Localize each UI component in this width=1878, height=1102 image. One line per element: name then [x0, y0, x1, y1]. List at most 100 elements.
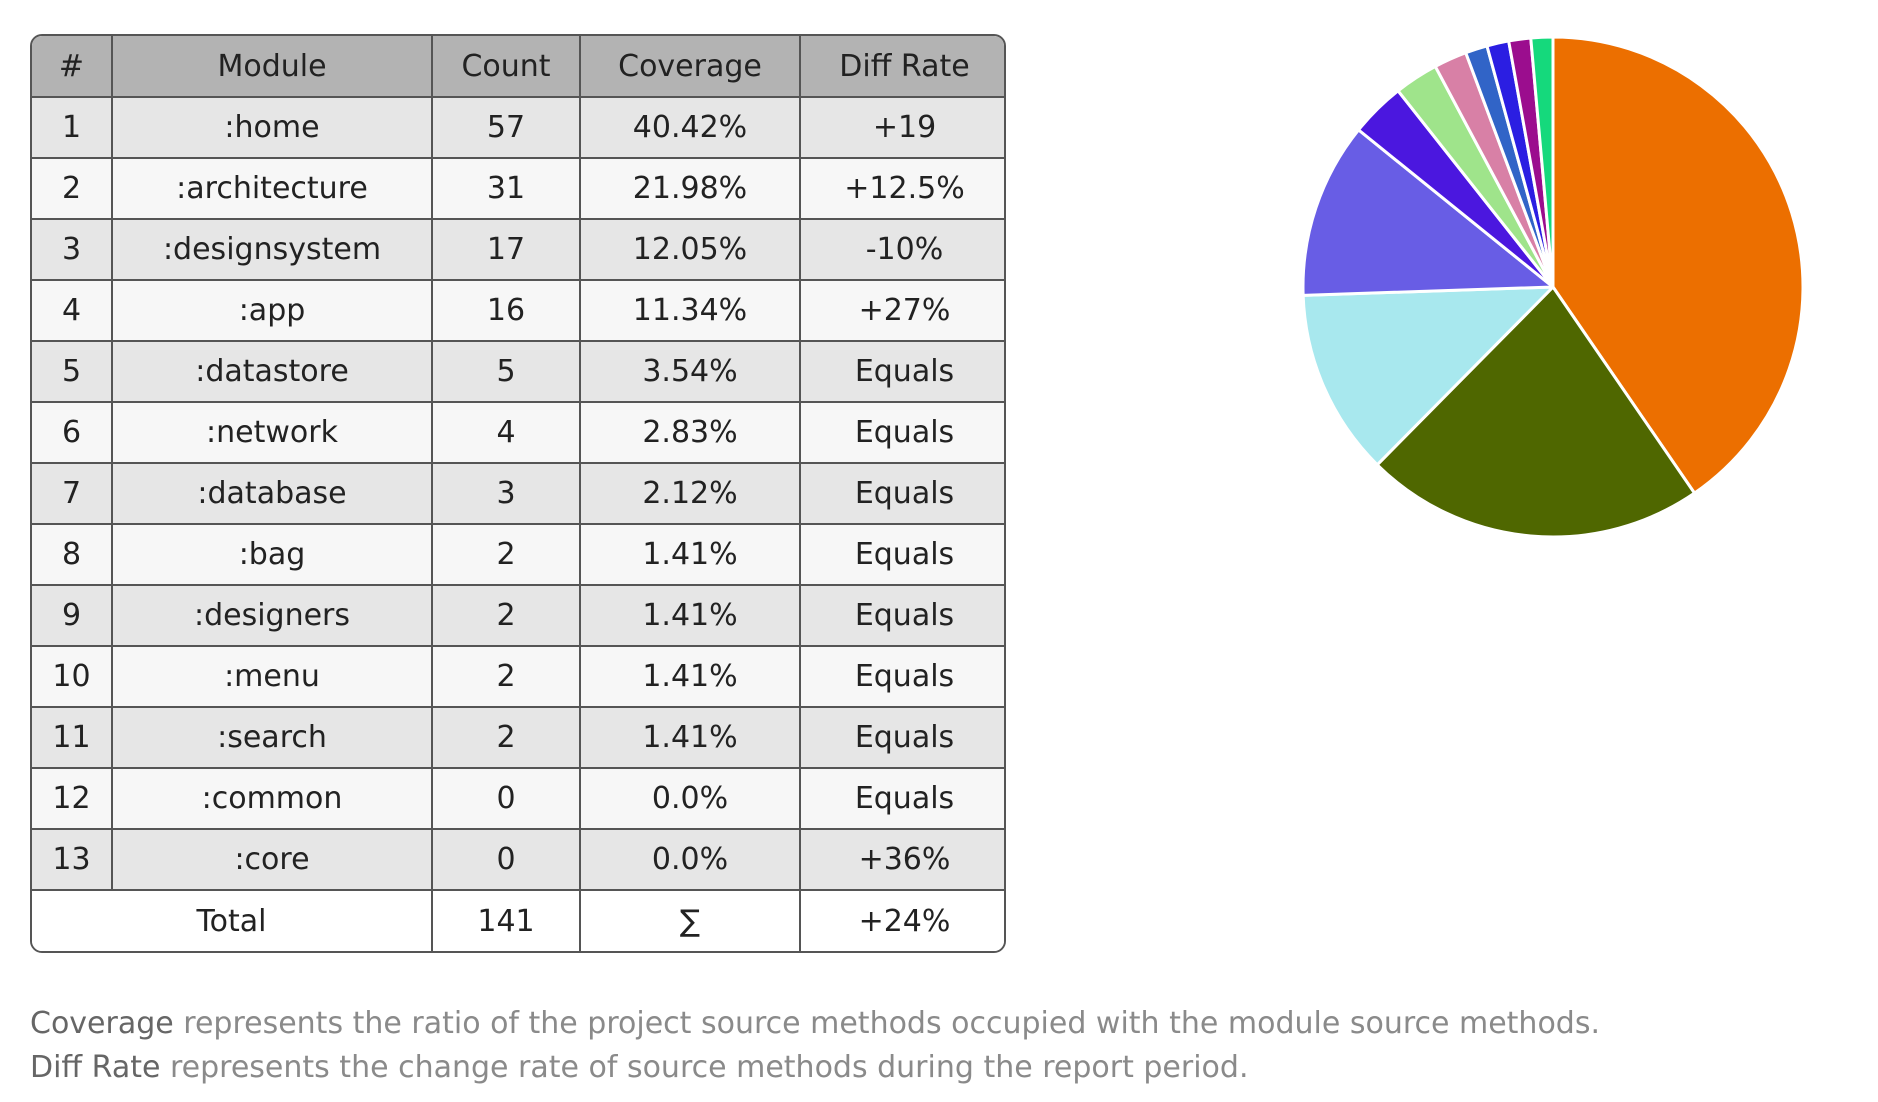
table-row: 11:search 2 1.41% Equals: [32, 707, 1004, 769]
count-value: 17: [432, 219, 581, 281]
pie-slice-architecture: [1375, 285, 1696, 539]
coverage-pie-chart: [1301, 35, 1805, 539]
pie-slice-search: [1529, 35, 1555, 289]
module-name: :search: [112, 707, 433, 769]
table-row: 7:database 3 2.12% Equals: [32, 463, 1004, 525]
diff-rate-value: Equals: [800, 707, 1004, 769]
count-value: 31: [432, 158, 581, 220]
pie-slice-home: [1551, 35, 1805, 495]
module-name: :app: [112, 280, 433, 342]
row-number: 11: [32, 707, 113, 769]
diff-rate-value: +27%: [800, 280, 1004, 342]
table-row: 4:app 16 11.34% +27%: [32, 280, 1004, 342]
count-value: 16: [432, 280, 581, 342]
table-row: 1:home 57 40.42% +19: [32, 97, 1004, 159]
table-body: 1:home 57 40.42% +19 2:architecture 31 21.98% +…: [32, 97, 1004, 951]
total-count: 141: [432, 890, 581, 951]
count-value: 4: [432, 402, 581, 464]
coverage-value: 0.0%: [580, 829, 801, 891]
coverage-value: 3.54%: [580, 341, 801, 403]
row-number: 5: [32, 341, 113, 403]
header-diff-rate: Diff Rate: [800, 36, 1004, 98]
module-name: :network: [112, 402, 433, 464]
module-name: :datastore: [112, 341, 433, 403]
count-value: 3: [432, 463, 581, 525]
coverage-value: 1.41%: [580, 707, 801, 769]
coverage-value: 1.41%: [580, 585, 801, 647]
row-number: 2: [32, 158, 113, 220]
header-module: Module: [112, 36, 433, 98]
count-value: 2: [432, 646, 581, 708]
table-row: 8:bag 2 1.41% Equals: [32, 524, 1004, 586]
pie-chart-container: [1298, 32, 1808, 546]
coverage-value: 1.41%: [580, 524, 801, 586]
count-value: 2: [432, 585, 581, 647]
row-number: 10: [32, 646, 113, 708]
diff-rate-value: Equals: [800, 768, 1004, 830]
header-coverage: Coverage: [580, 36, 801, 98]
header-count: Count: [432, 36, 581, 98]
total-diff-rate: +24%: [800, 890, 1004, 951]
total-label: Total: [32, 890, 433, 951]
module-name: :core: [112, 829, 433, 891]
count-value: 2: [432, 707, 581, 769]
diff-rate-value: +12.5%: [800, 158, 1004, 220]
table-row: 5:datastore 5 3.54% Equals: [32, 341, 1004, 403]
module-name: :designers: [112, 585, 433, 647]
diff-rate-value: -10%: [800, 219, 1004, 281]
count-value: 2: [432, 524, 581, 586]
diff-rate-value: +36%: [800, 829, 1004, 891]
row-number: 8: [32, 524, 113, 586]
count-value: 5: [432, 341, 581, 403]
module-name: :database: [112, 463, 433, 525]
count-value: 57: [432, 97, 581, 159]
coverage-value: 12.05%: [580, 219, 801, 281]
coverage-value: 21.98%: [580, 158, 801, 220]
coverage-value: 2.12%: [580, 463, 801, 525]
header-number: #: [32, 36, 113, 98]
note-coverage-text: represents the ratio of the project sour…: [173, 1006, 1601, 1041]
table-row: 3:designsystem 17 12.05% -10%: [32, 219, 1004, 281]
diff-rate-value: Equals: [800, 646, 1004, 708]
module-name: :home: [112, 97, 433, 159]
diff-rate-value: Equals: [800, 402, 1004, 464]
table-row: 9:designers 2 1.41% Equals: [32, 585, 1004, 647]
table-row: 13:core 0 0.0% +36%: [32, 829, 1004, 891]
pie-slice-designsystem: [1301, 285, 1555, 467]
note-diff-rate: Diff Rate represents the change rate of …: [30, 1046, 1600, 1090]
note-coverage: Coverage represents the ratio of the pro…: [30, 1002, 1600, 1046]
module-name: :architecture: [112, 158, 433, 220]
total-coverage: ∑: [580, 890, 801, 951]
note-coverage-term: Coverage: [30, 1006, 174, 1041]
table-header-row: # Module Count Coverage Diff Rate: [32, 36, 1004, 98]
note-diff-rate-text: represents the change rate of source met…: [160, 1050, 1249, 1085]
row-number: 7: [32, 463, 113, 525]
table-row: 12:common 0 0.0% Equals: [32, 768, 1004, 830]
module-name: :common: [112, 768, 433, 830]
module-name: :menu: [112, 646, 433, 708]
module-name: :bag: [112, 524, 433, 586]
diff-rate-value: Equals: [800, 463, 1004, 525]
table-row: 10:menu 2 1.41% Equals: [32, 646, 1004, 708]
pie-slice-app: [1301, 128, 1555, 297]
coverage-table: # Module Count Coverage Diff Rate 1:home…: [32, 36, 1004, 951]
coverage-table-container: # Module Count Coverage Diff Rate 1:home…: [30, 34, 1006, 953]
total-row: Total 141 ∑ +24%: [32, 890, 1004, 951]
module-name: :designsystem: [112, 219, 433, 281]
diff-rate-value: +19: [800, 97, 1004, 159]
diff-rate-value: Equals: [800, 341, 1004, 403]
row-number: 9: [32, 585, 113, 647]
table-row: 2:architecture 31 21.98% +12.5%: [32, 158, 1004, 220]
coverage-value: 11.34%: [580, 280, 801, 342]
count-value: 0: [432, 768, 581, 830]
diff-rate-value: Equals: [800, 585, 1004, 647]
row-number: 3: [32, 219, 113, 281]
row-number: 4: [32, 280, 113, 342]
diff-rate-value: Equals: [800, 524, 1004, 586]
row-number: 6: [32, 402, 113, 464]
row-number: 12: [32, 768, 113, 830]
coverage-value: 1.41%: [580, 646, 801, 708]
table-row: 6:network 4 2.83% Equals: [32, 402, 1004, 464]
row-number: 1: [32, 97, 113, 159]
coverage-value: 0.0%: [580, 768, 801, 830]
